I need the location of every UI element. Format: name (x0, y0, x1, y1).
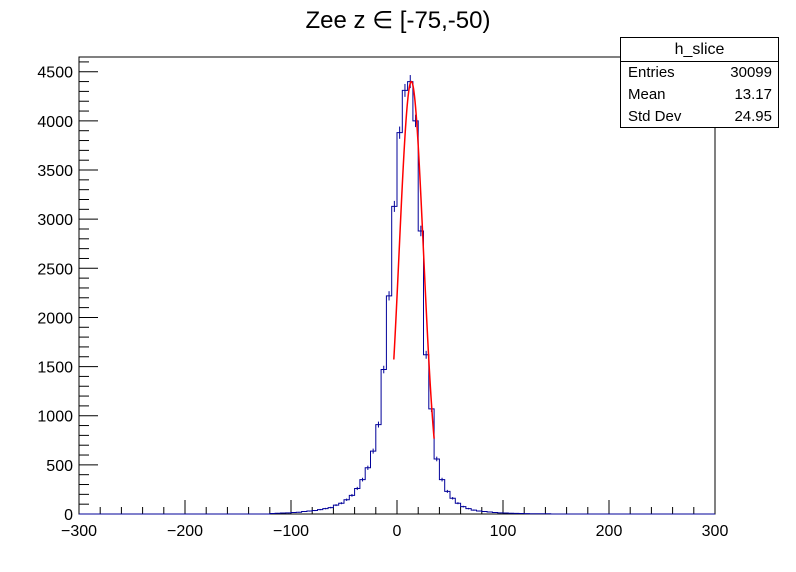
y-tick-label: 2000 (37, 310, 73, 327)
x-axis-ticks (78, 500, 716, 514)
y-tick-label: 1500 (37, 360, 73, 377)
x-tick-label: −100 (273, 523, 309, 540)
y-tick-label: 2500 (37, 261, 73, 278)
x-axis-tick-labels: −300 −200 −100 0 100 200 300 (61, 523, 728, 540)
y-tick-label: 3000 (37, 212, 73, 229)
x-tick-label: −300 (61, 523, 97, 540)
stats-row-mean: Mean 13.17 (621, 84, 778, 106)
stats-box-title: h_slice (621, 38, 778, 62)
x-tick-label: 200 (596, 523, 623, 540)
stats-value: 24.95 (734, 108, 772, 125)
gaussian-fit-curve (393, 80, 435, 439)
histogram-series (79, 75, 715, 515)
x-tick-label: −200 (167, 523, 203, 540)
y-tick-label: 1000 (37, 409, 73, 426)
x-tick-label: 100 (490, 523, 517, 540)
y-tick-label: 4500 (37, 65, 73, 82)
stats-label: Std Dev (628, 108, 682, 125)
y-tick-label: 500 (46, 458, 73, 475)
stats-label: Mean (628, 86, 666, 103)
stats-row-entries: Entries 30099 (621, 62, 778, 84)
y-axis-ticks (79, 61, 98, 515)
chart-title: Zee z ∈ [-75,-50) (306, 7, 491, 34)
stats-box: h_slice Entries 30099 Mean 13.17 Std Dev… (620, 37, 779, 128)
x-tick-label: 300 (702, 523, 729, 540)
y-tick-label: 4000 (37, 114, 73, 131)
stats-label: Entries (628, 64, 675, 81)
stats-value: 30099 (730, 64, 772, 81)
y-tick-label: 3500 (37, 163, 73, 180)
y-tick-label: 0 (64, 507, 73, 524)
x-tick-label: 0 (393, 523, 402, 540)
histogram-outline (79, 81, 715, 515)
y-axis-tick-labels: 0 500 1000 1500 2000 2500 3000 3500 4000 4500 (37, 65, 73, 524)
stats-row-stddev: Std Dev 24.95 (621, 106, 778, 128)
stats-value: 13.17 (734, 86, 772, 103)
